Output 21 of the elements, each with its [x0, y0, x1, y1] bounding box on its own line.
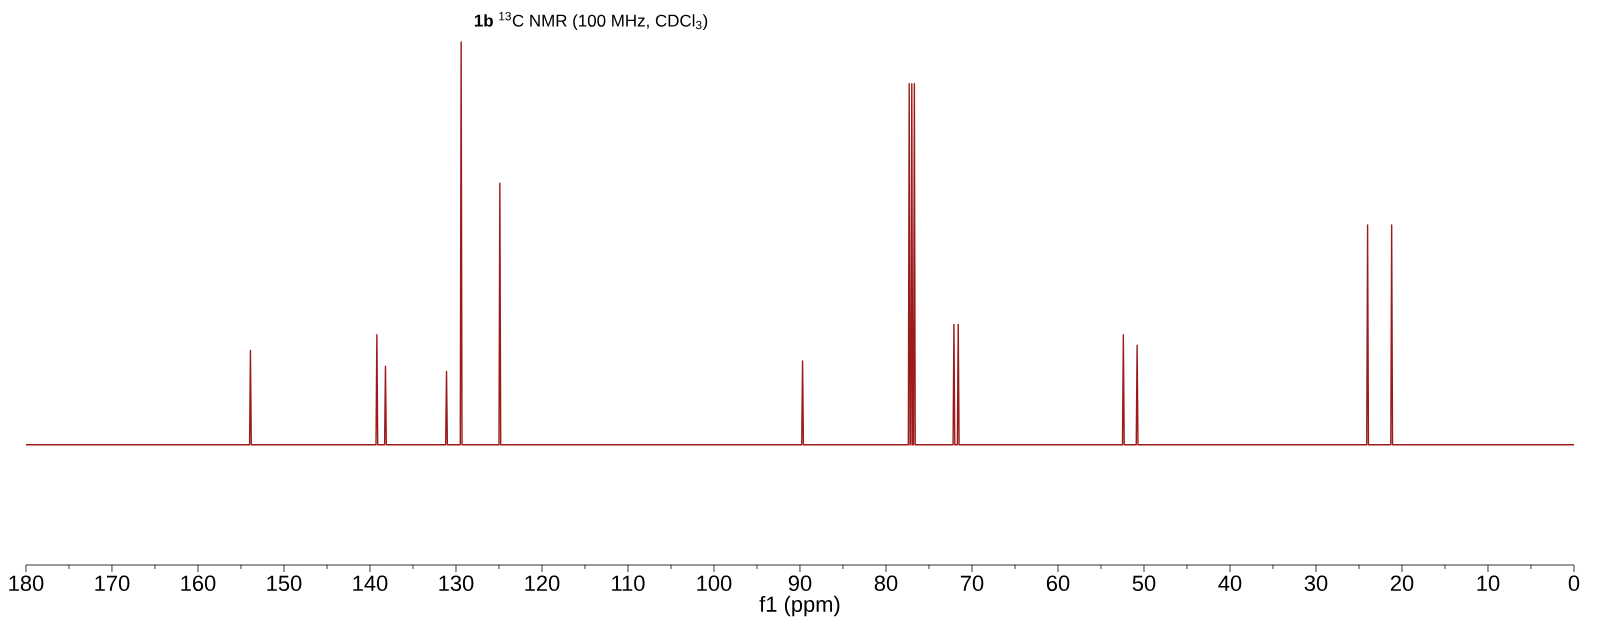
- x-tick-label: 20: [1390, 575, 1414, 592]
- x-tick-label: 160: [181, 575, 216, 592]
- x-axis-title: f1 (ppm): [759, 595, 840, 617]
- x-tick-label: 150: [267, 575, 302, 592]
- x-tick-label: 60: [1046, 575, 1070, 592]
- x-tick-label: 70: [960, 575, 984, 592]
- x-tick-label: 100: [697, 575, 732, 592]
- x-tick-label: 140: [353, 575, 388, 592]
- x-tick-label: 180: [9, 575, 44, 592]
- x-tick-label: 120: [525, 575, 560, 592]
- x-tick-label: 130: [439, 575, 474, 592]
- chart-title: 1b $^{13}$C NMR (100 MHz, CDCl$_{3}$): [474, 11, 708, 31]
- x-tick-label: 40: [1218, 575, 1242, 592]
- x-tick-label: 110: [612, 575, 645, 592]
- x-tick-label: 0: [1568, 575, 1580, 592]
- x-tick-label: 90: [788, 575, 812, 592]
- x-tick-label: 80: [874, 575, 898, 592]
- x-tick-label: 50: [1132, 575, 1156, 592]
- x-tick-label: 170: [95, 575, 130, 592]
- x-tick-label: 10: [1477, 575, 1500, 592]
- x-tick-label: 30: [1304, 575, 1328, 592]
